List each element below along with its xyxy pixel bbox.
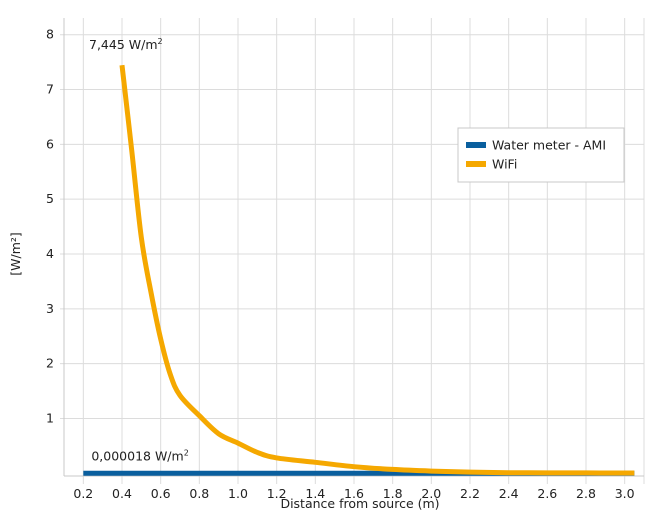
annotations: 7,445 W/m2 0,000018 W/m2 <box>89 37 189 463</box>
y-tick-label: 8 <box>46 27 54 42</box>
legend-label: WiFi <box>492 157 517 172</box>
x-tick-label: 1.4 <box>305 486 325 501</box>
x-tick-label: 0.6 <box>151 486 171 501</box>
x-tick-label: 0.2 <box>73 486 93 501</box>
legend-box <box>457 127 625 183</box>
y-tick-label: 3 <box>46 301 54 316</box>
legend-swatch <box>466 161 486 167</box>
y-tick-label: 1 <box>46 410 54 425</box>
x-tick-label: 1.8 <box>383 486 403 501</box>
data-label: 7,445 W/m2 <box>89 37 163 52</box>
x-tick-label: 2.8 <box>576 486 596 501</box>
y-tick-label: 2 <box>46 356 54 371</box>
x-tick-label: 1.2 <box>267 486 287 501</box>
x-tick-label: 2.6 <box>537 486 557 501</box>
x-tick-label: 0.8 <box>189 486 209 501</box>
y-tick-label: 7 <box>46 82 54 97</box>
x-axis-title: Distance from source (m) <box>280 496 439 511</box>
x-tick-label: 1.6 <box>344 486 364 501</box>
legend-label: Water meter - AMI <box>492 138 606 153</box>
legend-swatch <box>466 142 486 148</box>
x-tick-label: 2.2 <box>460 486 480 501</box>
x-tick-label: 3.0 <box>615 486 635 501</box>
y-axis-title: [W/m²] <box>8 232 23 276</box>
axes: 1 2 3 4 5 6 7 8 0.2 0.4 0.6 0.8 1.0 1.2 1.4 1.6 1.8 2.0 2.… <box>46 18 644 501</box>
x-tick-label: 0.4 <box>112 486 132 501</box>
y-tick-label: 6 <box>46 136 54 151</box>
y-tick-label: 5 <box>46 191 54 206</box>
x-tick-label: 2.0 <box>421 486 441 501</box>
y-tick-label: 4 <box>46 246 54 261</box>
series-lines <box>83 64 635 476</box>
data-label: 0,000018 W/m2 <box>91 448 188 463</box>
x-tick-label: 2.4 <box>499 486 519 501</box>
x-tick-label: 1.0 <box>228 486 248 501</box>
series-line-wifi <box>119 64 635 476</box>
legend: Water meter - AMI WiFi <box>457 127 625 183</box>
